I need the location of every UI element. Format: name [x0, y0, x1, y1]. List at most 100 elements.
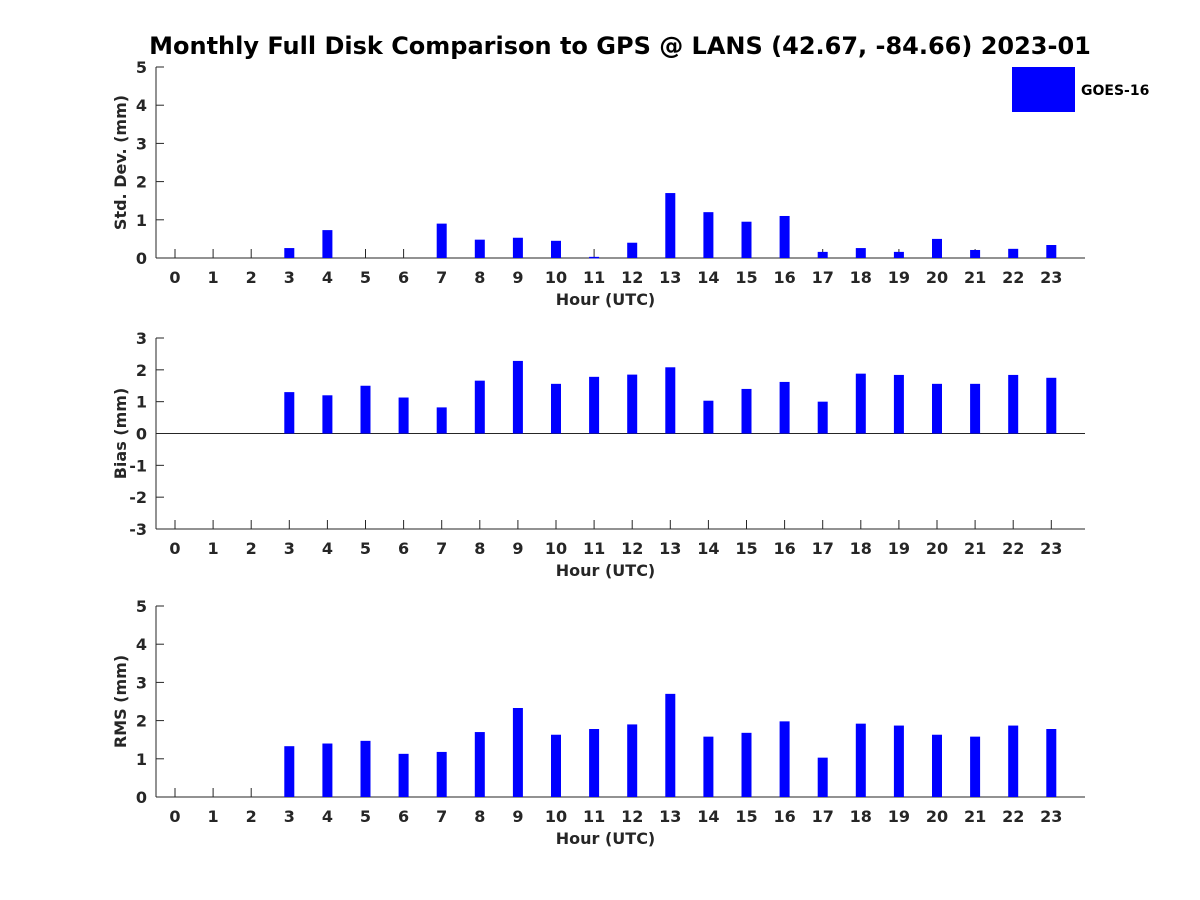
- bar-hour-22: [1008, 374, 1019, 434]
- x-tick-label: 2: [246, 539, 257, 558]
- bar-hour-18: [855, 248, 866, 258]
- x-tick-label: 0: [169, 807, 180, 826]
- x-tick-label: 12: [621, 268, 643, 287]
- y-tick-label: 5: [136, 58, 147, 77]
- bar-hour-17: [817, 757, 828, 797]
- x-tick-label: 8: [474, 807, 485, 826]
- legend: GOES-16: [1012, 67, 1149, 112]
- x-tick-label: 19: [888, 268, 910, 287]
- y-tick-label: 5: [136, 597, 147, 616]
- x-tick-label: 20: [926, 268, 948, 287]
- y-axis-label: RMS (mm): [111, 655, 130, 748]
- y-tick-label: 0: [136, 425, 147, 444]
- bar-hour-19: [893, 725, 904, 797]
- x-tick-label: 14: [697, 268, 719, 287]
- x-tick-label: 8: [474, 268, 485, 287]
- x-tick-label: 21: [964, 807, 986, 826]
- bar-hour-16: [779, 721, 790, 797]
- x-tick-label: 20: [926, 807, 948, 826]
- bar-hour-4: [322, 230, 333, 258]
- bar-hour-4: [322, 743, 333, 797]
- bar-hour-14: [703, 736, 714, 797]
- x-tick-label: 6: [398, 807, 409, 826]
- bar-hour-8: [474, 732, 485, 797]
- bar-hour-15: [741, 221, 752, 258]
- y-tick-label: 3: [136, 134, 147, 153]
- x-tick-label: 22: [1002, 539, 1024, 558]
- x-tick-label: 2: [246, 807, 257, 826]
- x-tick-label: 21: [964, 268, 986, 287]
- x-tick-label: 9: [512, 807, 523, 826]
- bar-hour-19: [893, 374, 904, 434]
- x-tick-label: 5: [360, 539, 371, 558]
- x-tick-label: 15: [735, 268, 757, 287]
- x-tick-label: 10: [545, 268, 567, 287]
- chart-title: Monthly Full Disk Comparison to GPS @ LA…: [149, 32, 1091, 60]
- x-tick-label: 18: [850, 268, 872, 287]
- bar-hour-22: [1008, 248, 1019, 258]
- bar-hour-12: [627, 242, 638, 258]
- x-tick-label: 1: [208, 268, 219, 287]
- y-tick-label: 2: [136, 173, 147, 192]
- bar-hour-9: [512, 707, 523, 797]
- bar-hour-3: [284, 392, 295, 434]
- x-tick-label: 12: [621, 539, 643, 558]
- y-tick-label: -1: [129, 456, 147, 475]
- x-tick-label: 13: [659, 807, 681, 826]
- y-axis-label: Bias (mm): [111, 388, 130, 480]
- bar-hour-7: [436, 407, 447, 434]
- x-tick-label: 3: [284, 807, 295, 826]
- x-tick-label: 14: [697, 539, 719, 558]
- bar-hour-20: [932, 383, 942, 434]
- x-tick-label: 13: [659, 539, 681, 558]
- x-tick-label: 1: [208, 539, 219, 558]
- y-tick-label: 1: [136, 750, 147, 769]
- y-axis-label: Std. Dev. (mm): [111, 95, 130, 230]
- x-tick-label: 11: [583, 539, 605, 558]
- x-axis-label: Hour (UTC): [556, 290, 656, 309]
- x-tick-label: 15: [735, 807, 757, 826]
- bar-hour-19: [893, 251, 904, 258]
- x-tick-label: 19: [888, 539, 910, 558]
- x-tick-label: 20: [926, 539, 948, 558]
- bar-hour-17: [817, 401, 828, 434]
- y-tick-label: 1: [136, 211, 147, 230]
- x-tick-label: 7: [436, 807, 447, 826]
- bar-hour-17: [817, 251, 828, 258]
- x-tick-label: 0: [169, 539, 180, 558]
- bar-hour-11: [589, 729, 600, 797]
- x-tick-label: 5: [360, 807, 371, 826]
- bar-hour-3: [284, 248, 295, 258]
- legend-label: GOES-16: [1081, 83, 1149, 99]
- bar-hour-12: [627, 724, 638, 797]
- y-tick-label: 3: [136, 329, 147, 348]
- x-tick-label: 9: [512, 268, 523, 287]
- bar-hour-8: [474, 239, 485, 258]
- bar-hour-18: [855, 723, 866, 797]
- bar-hour-7: [436, 751, 447, 797]
- x-tick-label: 3: [284, 268, 295, 287]
- y-tick-label: -2: [129, 488, 147, 507]
- x-tick-label: 16: [773, 807, 795, 826]
- x-tick-label: 22: [1002, 807, 1024, 826]
- x-tick-label: 4: [322, 268, 333, 287]
- bar-hour-9: [512, 360, 523, 434]
- x-tick-label: 8: [474, 539, 485, 558]
- y-tick-label: 0: [136, 788, 147, 807]
- bar-hour-13: [665, 693, 676, 797]
- y-tick-label: 0: [136, 249, 147, 268]
- x-tick-label: 14: [697, 807, 719, 826]
- y-tick-label: 2: [136, 361, 147, 380]
- x-tick-label: 17: [812, 807, 834, 826]
- bar-hour-14: [703, 400, 714, 434]
- bar-hour-7: [436, 223, 447, 258]
- x-tick-label: 4: [322, 539, 333, 558]
- y-tick-label: 4: [136, 96, 147, 115]
- y-tick-label: 2: [136, 712, 147, 731]
- x-tick-label: 2: [246, 268, 257, 287]
- x-tick-label: 11: [583, 268, 605, 287]
- x-tick-label: 18: [850, 807, 872, 826]
- bar-hour-8: [474, 380, 485, 434]
- x-tick-label: 6: [398, 268, 409, 287]
